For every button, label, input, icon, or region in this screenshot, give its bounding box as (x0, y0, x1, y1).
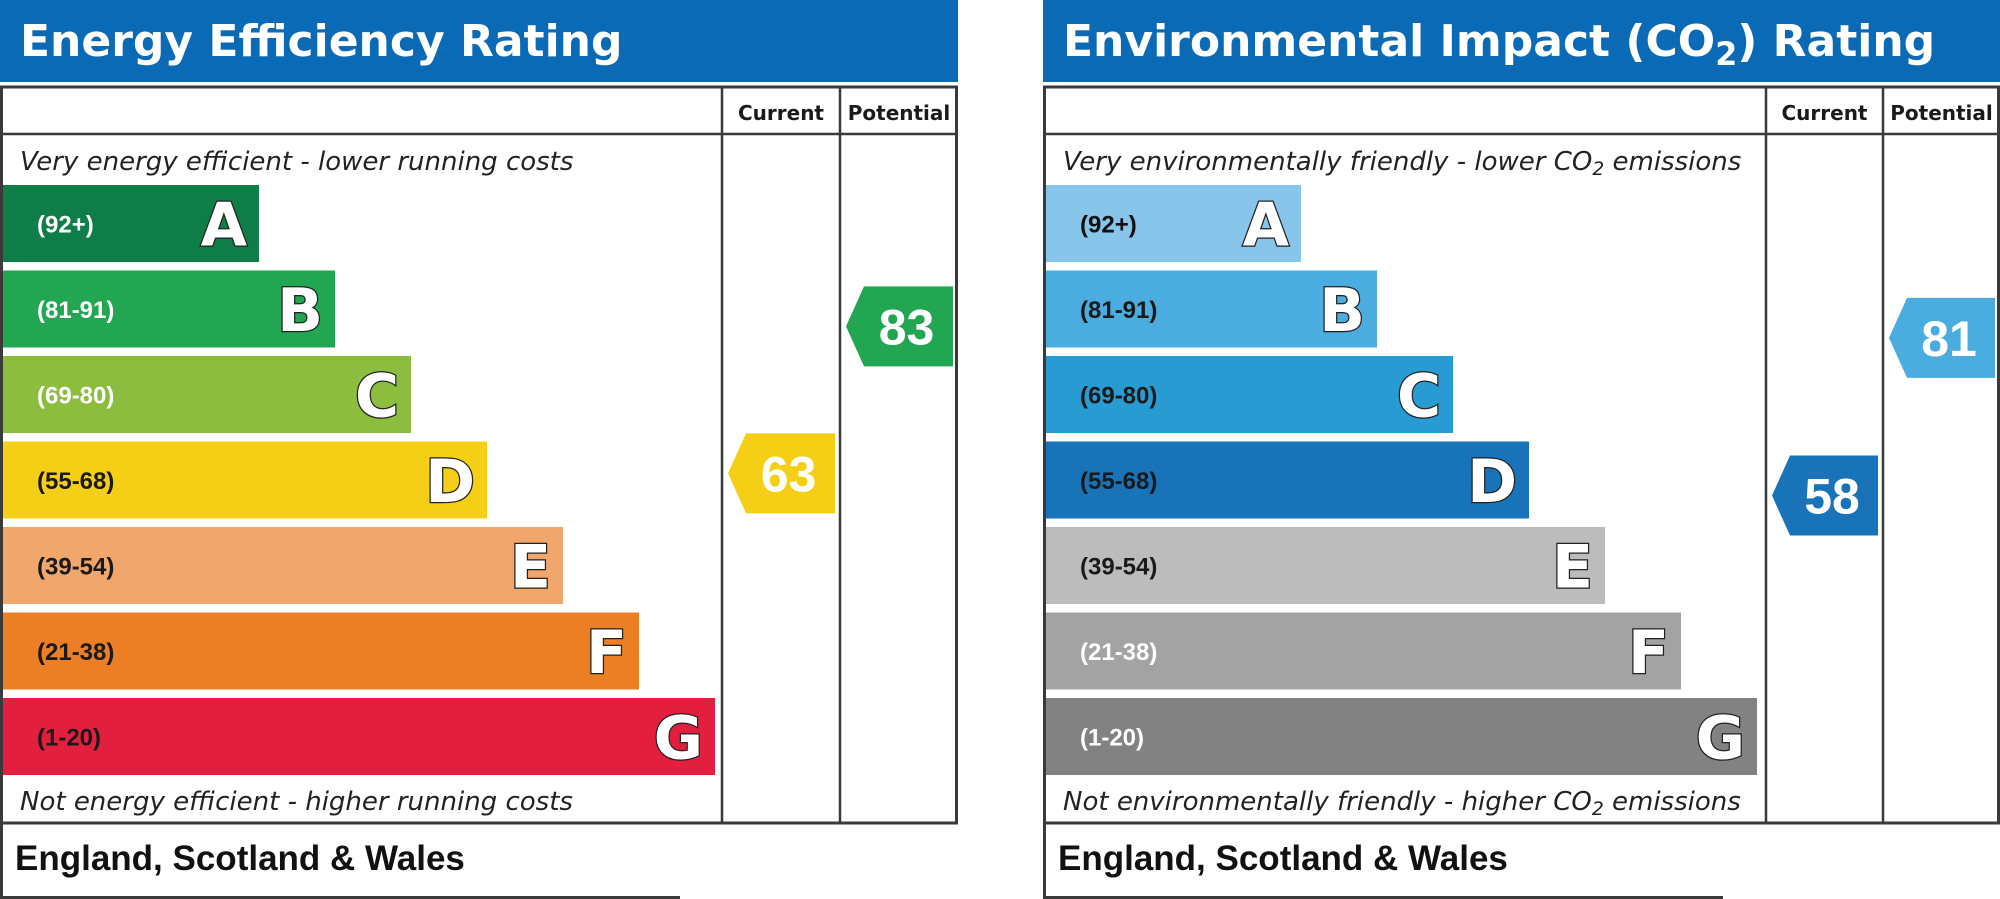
rating-arrow-shape (1772, 455, 1878, 536)
chart-title-main: Environmental Impact (CO (1063, 16, 1715, 67)
top-note-subscript: 2 (1592, 159, 1604, 180)
band-bar (3, 698, 715, 775)
band-a: (92+) A (3, 185, 259, 262)
band-b: (81-91) B (3, 270, 335, 348)
rating-value: 83 (879, 299, 935, 355)
band-letter: D (1467, 447, 1517, 517)
band-range-label: (39-54) (37, 554, 114, 581)
rating-value: 63 (761, 446, 817, 502)
potential-rating-arrow: 83 (846, 286, 953, 367)
band-range-label: (39-54) (1080, 554, 1157, 581)
band-bar (1046, 441, 1529, 519)
rating-arrow-shape (1889, 297, 1995, 378)
band-e: (39-54) E (1046, 527, 1605, 604)
band-range-label: (69-80) (37, 383, 114, 410)
band-bar (3, 185, 259, 262)
band-letter: E (1552, 533, 1593, 603)
potential-rating-arrow: 81 (1889, 297, 1995, 378)
potential-column-header: Potential (848, 101, 951, 125)
band-range-label: (92+) (1080, 212, 1137, 239)
band-range-label: (92+) (37, 212, 94, 239)
band-letter: D (425, 447, 475, 517)
band-bar (3, 356, 411, 433)
band-bar (1046, 356, 1453, 433)
band-letter: F (1628, 618, 1669, 688)
top-note-suffix: emissions (1604, 147, 1741, 177)
chart-title-suffix: ) Rating (1737, 16, 1935, 67)
chart-title-subscript: 2 (1715, 37, 1737, 73)
band-letter: C (1397, 362, 1441, 432)
band-e: (39-54) E (3, 527, 563, 604)
band-letter: C (355, 362, 399, 432)
top-note-main: Very energy efficient - lower running co… (20, 147, 573, 177)
chart-title: Energy Efficiency Rating (20, 16, 622, 67)
band-letter: B (277, 276, 323, 346)
band-range-label: (1-20) (1080, 725, 1144, 752)
band-bar (3, 527, 563, 604)
band-bar (3, 612, 639, 690)
band-letter: B (1319, 276, 1365, 346)
rating-arrow-shape (728, 433, 835, 514)
band-range-label: (81-91) (1080, 297, 1157, 324)
current-column-header: Current (738, 101, 824, 125)
energy-efficiency-chart: Energy Efficiency Rating Current Potential… (0, 0, 958, 899)
band-range-label: (21-38) (37, 639, 114, 666)
bottom-note-main: Not energy efficient - higher running co… (20, 787, 573, 817)
bottom-note-suffix: emissions (1604, 787, 1741, 817)
current-rating-arrow: 63 (728, 433, 835, 514)
band-letter: A (201, 191, 248, 261)
current-column-header: Current (1781, 101, 1867, 125)
title-bar (0, 0, 958, 82)
bottom-note: Not environmentally friendly - higher CO… (1063, 787, 1741, 820)
band-letter: G (1696, 704, 1745, 774)
footer-region: England, Scotland & Wales (15, 839, 465, 878)
band-letter: A (1243, 191, 1290, 261)
rating-value: 81 (1921, 311, 1977, 367)
band-a: (92+) A (1046, 185, 1301, 262)
band-letter: F (586, 618, 627, 688)
band-bar (1046, 612, 1681, 690)
title-bar (1043, 0, 2000, 82)
band-bar (1046, 270, 1377, 348)
band-range-label: (21-38) (1080, 639, 1157, 666)
chart-title-main: Energy Efficiency Rating (20, 16, 622, 67)
band-f: (21-38) F (3, 612, 639, 690)
top-note: Very environmentally friendly - lower CO… (1063, 147, 1741, 180)
top-note-main: Very environmentally friendly - lower CO (1063, 147, 1592, 177)
bottom-note: Not energy efficient - higher running co… (20, 787, 573, 817)
band-g: (1-20) G (3, 698, 715, 775)
band-range-label: (55-68) (1080, 468, 1157, 495)
bottom-note-main: Not environmentally friendly - higher CO (1063, 787, 1592, 817)
band-bar (1046, 185, 1301, 262)
band-range-label: (81-91) (37, 297, 114, 324)
band-f: (21-38) F (1046, 612, 1681, 690)
band-range-label: (69-80) (1080, 383, 1157, 410)
band-b: (81-91) B (1046, 270, 1377, 348)
bottom-note-subscript: 2 (1592, 799, 1604, 820)
band-range-label: (1-20) (37, 725, 101, 752)
rating-value: 58 (1804, 469, 1860, 525)
band-range-label: (55-68) (37, 468, 114, 495)
chart-title: Environmental Impact (CO2) Rating (1063, 16, 1935, 73)
footer-region: England, Scotland & Wales (1058, 839, 1508, 878)
band-g: (1-20) G (1046, 698, 1757, 775)
band-c: (69-80) C (3, 356, 411, 433)
band-c: (69-80) C (1046, 356, 1453, 433)
band-letter: G (654, 704, 703, 774)
band-letter: E (510, 533, 551, 603)
band-d: (55-68) D (1046, 441, 1529, 519)
current-rating-arrow: 58 (1772, 455, 1878, 536)
band-bar (3, 270, 335, 348)
top-note: Very energy efficient - lower running co… (20, 147, 573, 177)
potential-column-header: Potential (1890, 101, 1993, 125)
rating-arrow-shape (846, 286, 953, 367)
band-bar (1046, 527, 1605, 604)
band-d: (55-68) D (3, 441, 487, 519)
environmental-impact-chart: Environmental Impact (CO2) RatingCurrent… (1043, 0, 2000, 899)
band-bar (3, 441, 487, 519)
band-bar (1046, 698, 1757, 775)
